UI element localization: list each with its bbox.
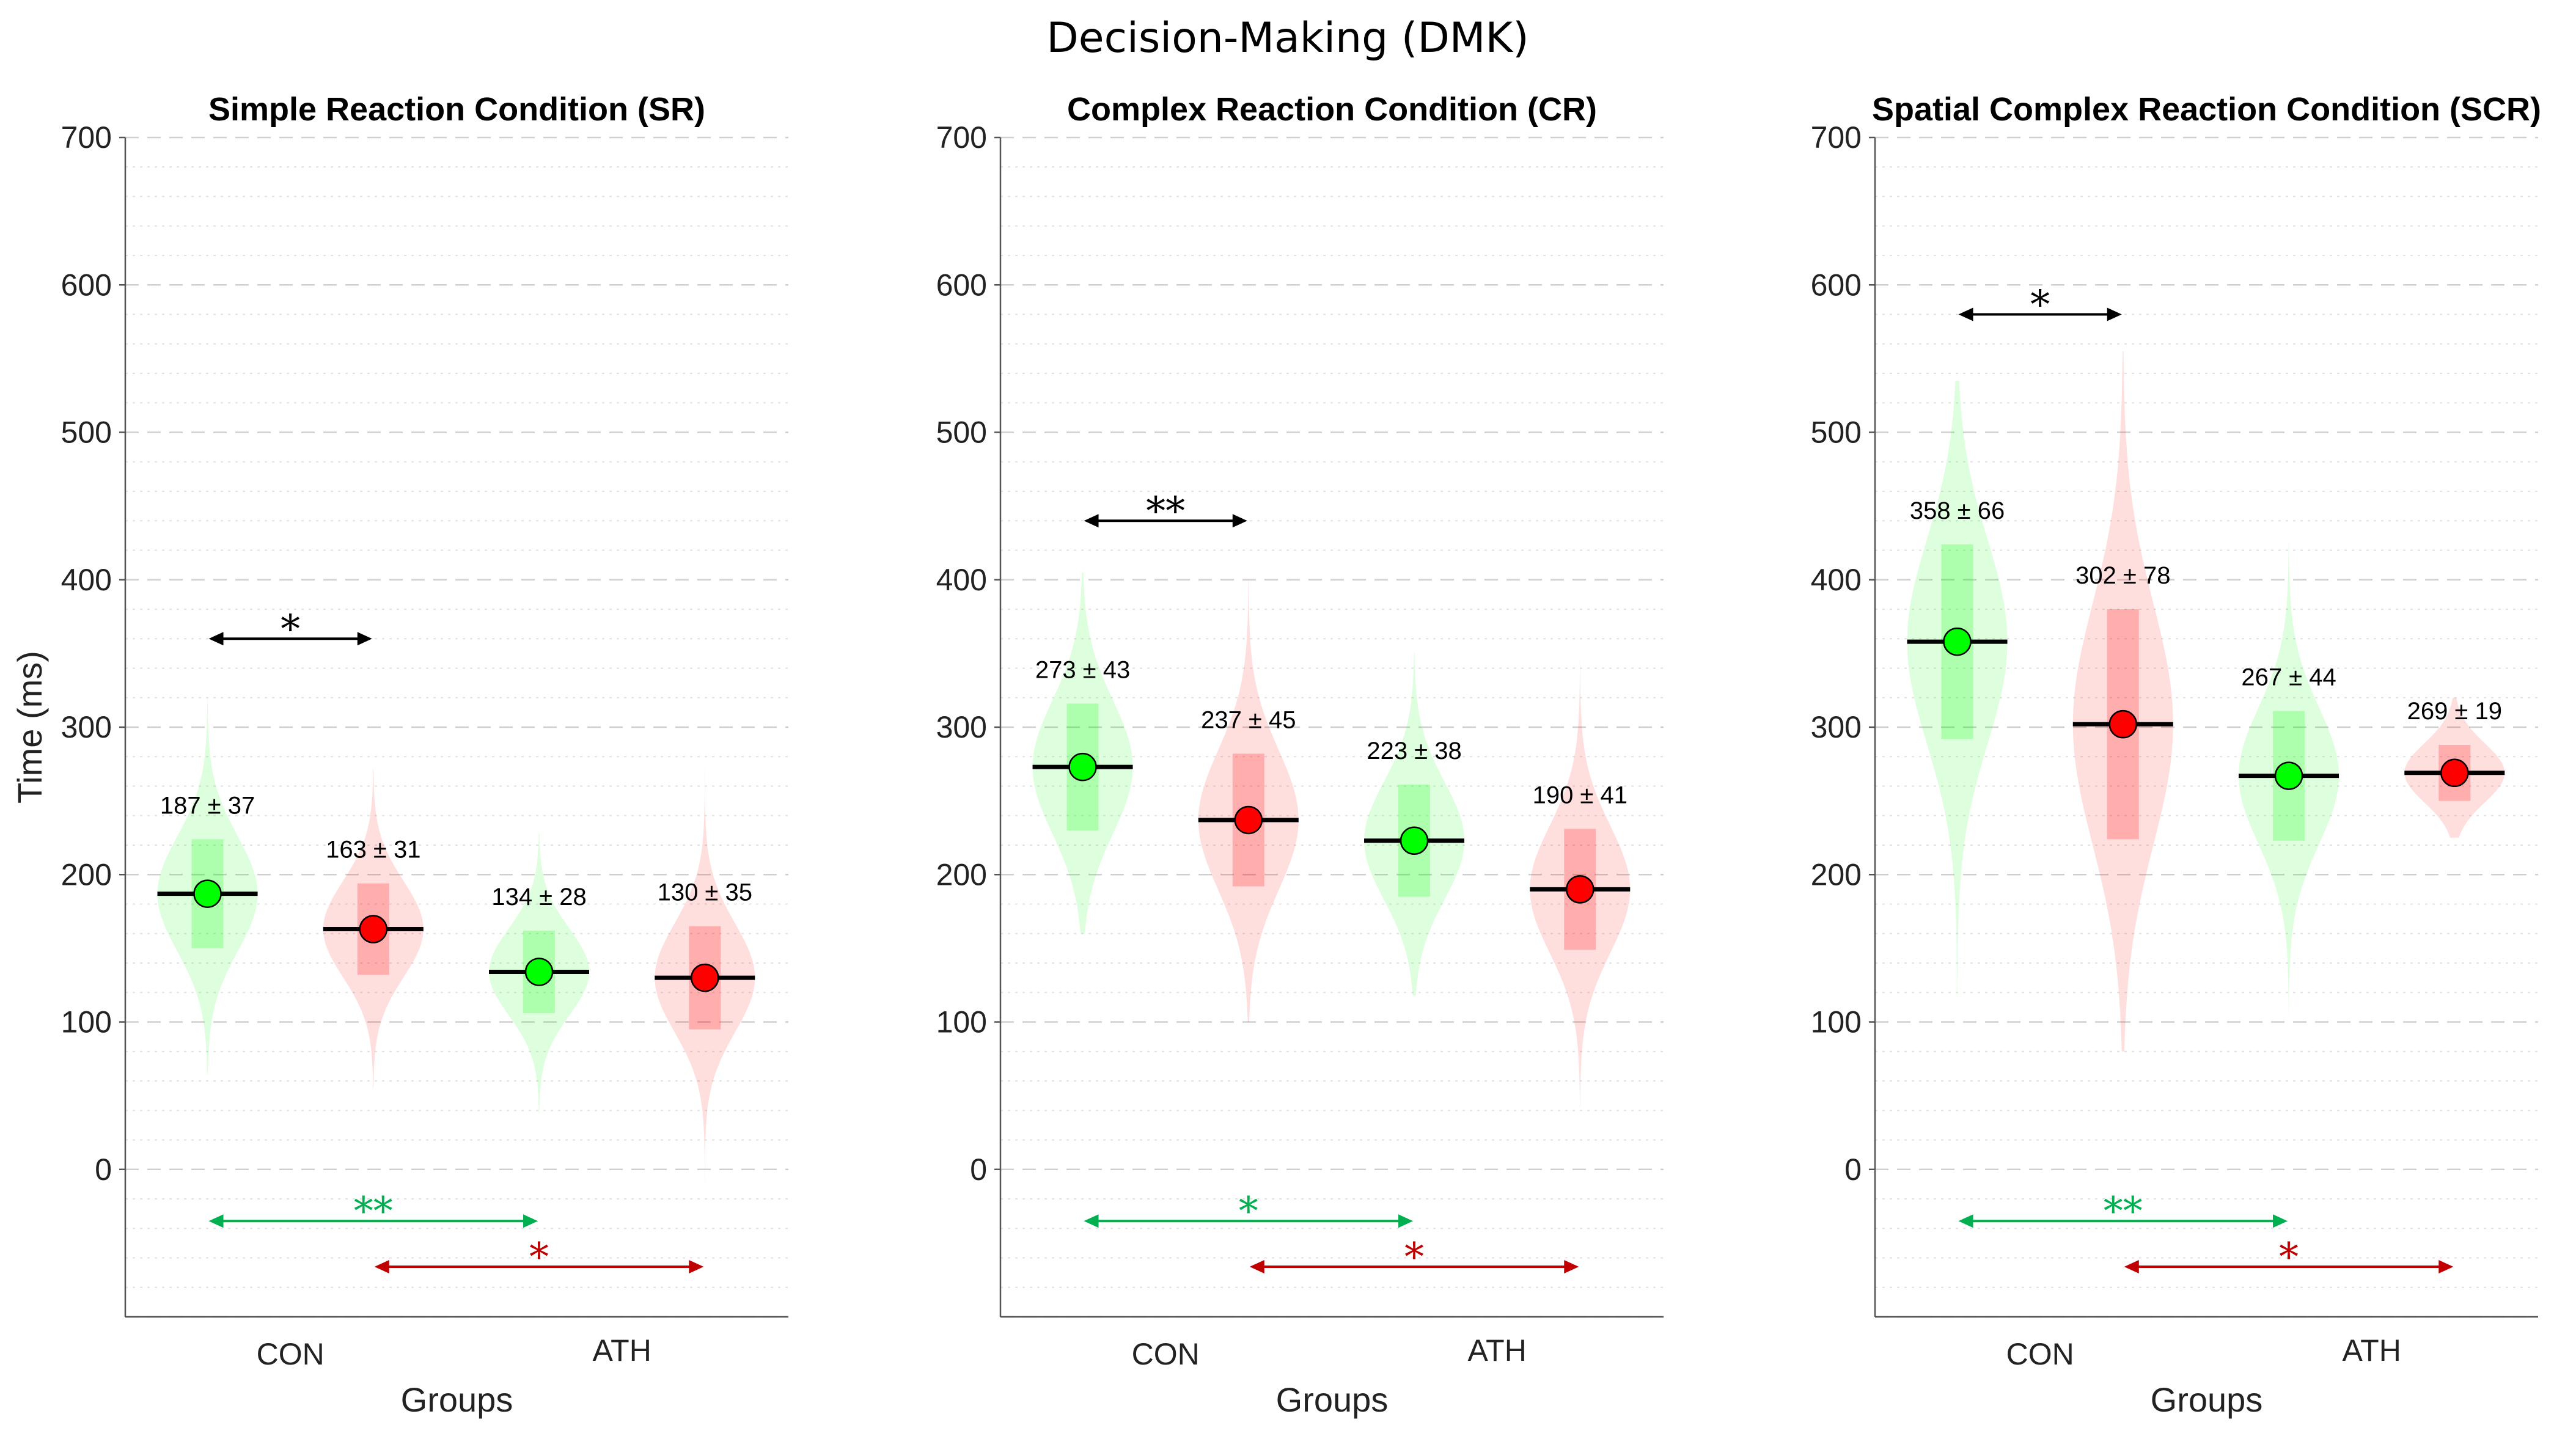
mean-point-ath [1234, 805, 1263, 835]
y-tick-label: 100 [1811, 1005, 1862, 1039]
x-axis-label: Groups [401, 1380, 513, 1419]
chart-panels: 0 100 200 300 400 500 600 700 Simple Reaction Co… [10, 91, 2541, 1419]
sig-arrow-head-right [1398, 1214, 1414, 1228]
y-tick-label: 700 [936, 120, 987, 155]
x-axis-label: Groups [1276, 1380, 1389, 1419]
mean-sd-label: 267 ± 44 [2241, 664, 2336, 691]
mean-point-con [524, 958, 554, 986]
mean-point-con [1943, 627, 1972, 656]
sig-arrow-head-left [1958, 307, 1973, 321]
sig-arrow-head-right [689, 1259, 704, 1273]
x-axis-label: Groups [2151, 1380, 2263, 1419]
y-axis-label: Time (ms) [10, 651, 49, 804]
panel-title: Simple Reaction Condition (SR) [208, 91, 705, 128]
sig-stars: ** [2104, 1189, 2143, 1234]
mean-point-con [1400, 826, 1429, 855]
mean-point-ath [691, 963, 719, 992]
sig-arrow-head-right [1232, 514, 1247, 528]
mean-sd-label: 190 ± 41 [1533, 782, 1627, 808]
y-tick-label: 300 [936, 710, 987, 744]
y-tick-label: 700 [61, 120, 112, 155]
sig-stars: * [1239, 1189, 1258, 1234]
sig-arrow-head-right [357, 632, 372, 646]
x-group-label-ath: ATH [2343, 1333, 2401, 1368]
y-tick-label: 200 [1811, 857, 1862, 892]
mean-sd-label: 187 ± 37 [160, 792, 255, 819]
sig-stars: ** [354, 1189, 393, 1234]
x-group-label-ath: ATH [1468, 1333, 1527, 1368]
panel-2: 0 100 200 300 400 500 600 700 Complex Reaction C… [936, 91, 1664, 1419]
sig-arrow-head-left [1084, 514, 1099, 528]
sig-arrow-head-left [1958, 1214, 1973, 1228]
violin-con [1364, 653, 1464, 996]
y-tick-label: 400 [61, 563, 112, 597]
mean-point-ath [2440, 758, 2469, 788]
sig-arrow-head-right [2438, 1259, 2454, 1273]
figure-title: Decision-Making (DMK) [1046, 14, 1528, 62]
mean-point-ath [2108, 709, 2138, 739]
panel-1: 0 100 200 300 400 500 600 700 Simple Reaction Co… [10, 91, 788, 1419]
sig-stars: * [281, 607, 300, 652]
sig-arrow-head-left [208, 632, 224, 646]
sig-arrow-head-left [2124, 1259, 2139, 1273]
violin-ath [1198, 579, 1299, 1022]
y-tick-label: 0 [1844, 1152, 1862, 1187]
sig-stars: * [529, 1235, 549, 1280]
y-tick-label: 100 [936, 1005, 987, 1039]
sig-arrow-head-left [1249, 1259, 1264, 1273]
violin-con [1907, 381, 2008, 1000]
y-tick-label: 500 [936, 416, 987, 450]
y-tick-label: 300 [61, 710, 112, 744]
mean-sd-label: 223 ± 38 [1367, 738, 1461, 764]
violin-ath [2072, 351, 2173, 1052]
sig-stars: ** [1146, 489, 1185, 534]
mean-sd-label: 130 ± 35 [658, 879, 752, 906]
sig-arrow-head-right [1564, 1259, 1579, 1273]
panel-3: 0 100 200 300 400 500 600 700 Spatial Complex Re… [1811, 91, 2541, 1419]
y-tick-label: 400 [936, 563, 987, 597]
mean-sd-label: 269 ± 19 [2407, 698, 2502, 725]
y-tick-label: 400 [1811, 563, 1862, 597]
sig-arrow-head-left [208, 1214, 224, 1228]
sig-stars: * [2030, 283, 2050, 328]
y-tick-label: 0 [95, 1152, 112, 1187]
mean-sd-label: 163 ± 31 [326, 837, 420, 863]
mean-point-con [193, 879, 222, 908]
mean-point-ath [1566, 875, 1594, 904]
sig-arrow-head-left [374, 1259, 389, 1273]
panel-title: Complex Reaction Condition (CR) [1067, 91, 1597, 128]
x-group-label-con: CON [2006, 1337, 2074, 1371]
sig-stars: * [2279, 1235, 2299, 1280]
mean-sd-label: 273 ± 43 [1035, 656, 1130, 683]
y-tick-label: 200 [936, 857, 987, 892]
y-tick-label: 100 [61, 1005, 112, 1039]
y-tick-label: 500 [61, 416, 112, 450]
mean-sd-label: 358 ± 66 [1910, 497, 2005, 524]
x-group-label-ath: ATH [593, 1333, 651, 1368]
mean-sd-label: 134 ± 28 [491, 884, 586, 910]
y-tick-label: 600 [936, 268, 987, 302]
x-group-label-con: CON [1132, 1337, 1200, 1371]
x-group-label-con: CON [257, 1337, 325, 1371]
panel-title: Spatial Complex Reaction Condition (SCR) [1872, 91, 2541, 128]
sig-arrow-head-left [1084, 1214, 1099, 1228]
y-tick-label: 0 [970, 1152, 987, 1187]
sig-arrow-head-right [523, 1214, 538, 1228]
mean-sd-label: 237 ± 45 [1201, 706, 1296, 733]
y-tick-label: 200 [61, 857, 112, 892]
sig-arrow-head-right [2273, 1214, 2288, 1228]
mean-sd-label: 302 ± 78 [2075, 562, 2170, 589]
mean-point-con [1068, 752, 1097, 782]
sig-stars: * [1404, 1235, 1424, 1280]
sig-arrow-head-right [2107, 307, 2122, 321]
mean-point-ath [359, 915, 388, 943]
y-tick-label: 300 [1811, 710, 1862, 744]
y-tick-label: 500 [1811, 416, 1862, 450]
mean-point-con [2274, 761, 2303, 790]
y-tick-label: 600 [1811, 268, 1862, 302]
y-tick-label: 600 [61, 268, 112, 302]
y-tick-label: 700 [1811, 120, 1862, 155]
